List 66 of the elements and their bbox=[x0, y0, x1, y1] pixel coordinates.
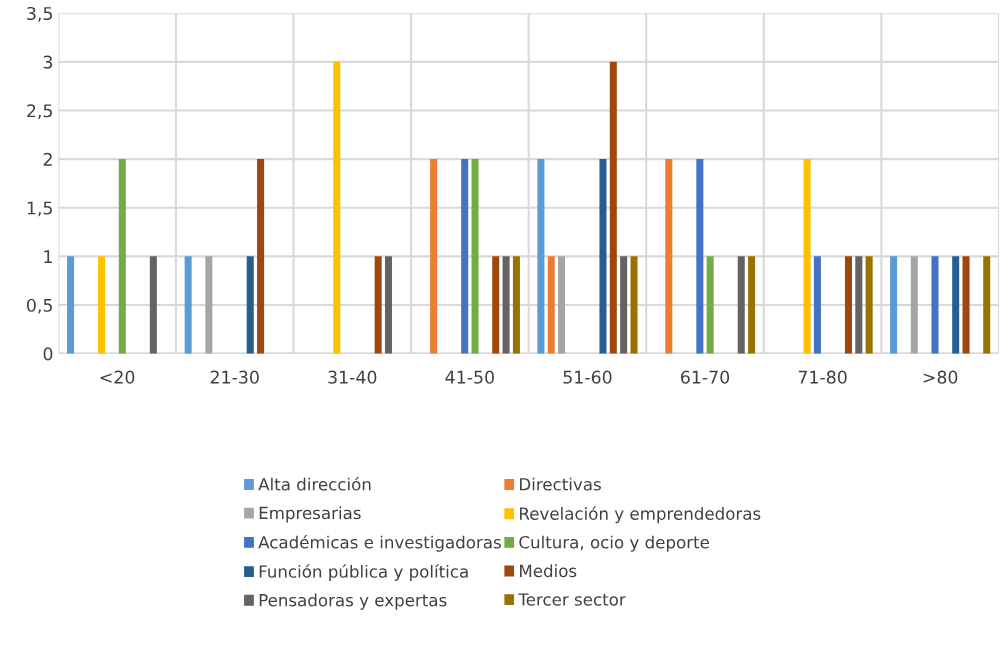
bar bbox=[748, 256, 756, 354]
bar bbox=[184, 256, 192, 354]
bar bbox=[502, 256, 510, 354]
y-tick-label: 3 bbox=[43, 55, 53, 69]
legend-label: Cultura, ocio y deporte bbox=[519, 535, 709, 552]
bar bbox=[98, 256, 106, 354]
bar bbox=[430, 159, 438, 354]
legend-label: Empresarias bbox=[259, 506, 361, 523]
bar bbox=[118, 159, 126, 354]
legend-label: Directivas bbox=[520, 477, 601, 491]
legend-label: Académicas e investigadoras bbox=[258, 534, 501, 552]
legend-label: Pensadoras y expertas bbox=[259, 593, 447, 610]
bar bbox=[547, 256, 555, 354]
bar bbox=[149, 256, 157, 354]
bar bbox=[855, 256, 863, 354]
bar bbox=[910, 256, 918, 354]
bar bbox=[461, 159, 469, 354]
y-tick-label: 3,5 bbox=[27, 6, 52, 22]
x-tick-label: 41-50 bbox=[445, 370, 494, 384]
bar bbox=[962, 256, 970, 354]
bar bbox=[471, 159, 479, 354]
bar bbox=[537, 159, 545, 354]
bar bbox=[599, 159, 607, 354]
x-tick-label: <20 bbox=[100, 370, 135, 384]
bar bbox=[737, 256, 745, 354]
bar bbox=[374, 256, 382, 354]
bar bbox=[813, 256, 821, 354]
bar bbox=[558, 256, 566, 354]
bar bbox=[333, 61, 341, 354]
x-tick-label: >80 bbox=[923, 370, 958, 384]
bar bbox=[246, 256, 254, 354]
x-tick-label: 21-30 bbox=[210, 370, 259, 384]
legend-label: Función pública y política bbox=[259, 564, 468, 582]
bar bbox=[890, 256, 898, 354]
x-tick-label: 51-60 bbox=[563, 370, 612, 384]
bar bbox=[983, 256, 991, 354]
y-tick-label: 2,5 bbox=[27, 104, 52, 120]
x-tick-label: 31-40 bbox=[328, 370, 377, 384]
bar bbox=[706, 256, 714, 354]
x-tick-label: 71-80 bbox=[798, 370, 847, 384]
legend-label: Medios bbox=[520, 564, 577, 578]
y-tick-label: 0 bbox=[43, 347, 53, 361]
bar bbox=[492, 256, 500, 354]
bar bbox=[257, 159, 265, 354]
x-tick-label: 61-70 bbox=[681, 370, 730, 384]
y-tick-label: 2 bbox=[43, 152, 52, 166]
bar bbox=[630, 256, 638, 354]
bar bbox=[931, 256, 939, 354]
bar bbox=[803, 159, 811, 354]
bar bbox=[844, 256, 852, 354]
bar bbox=[205, 256, 213, 354]
bar bbox=[696, 159, 704, 354]
bar bbox=[620, 256, 628, 354]
bar bbox=[665, 159, 673, 354]
legend-label: Tercer sector bbox=[518, 593, 626, 606]
bar bbox=[67, 256, 75, 354]
bar bbox=[952, 256, 960, 354]
y-tick-label: 1 bbox=[44, 250, 52, 263]
legend-label: Revelación y emprendedoras bbox=[520, 506, 761, 524]
y-tick-label: 0,5 bbox=[27, 298, 52, 314]
bar bbox=[512, 256, 520, 354]
bar bbox=[865, 256, 873, 354]
bar bbox=[384, 256, 393, 354]
bar bbox=[609, 61, 617, 354]
legend-label: Alta dirección bbox=[258, 477, 371, 491]
y-tick-label: 1,5 bbox=[27, 201, 52, 217]
